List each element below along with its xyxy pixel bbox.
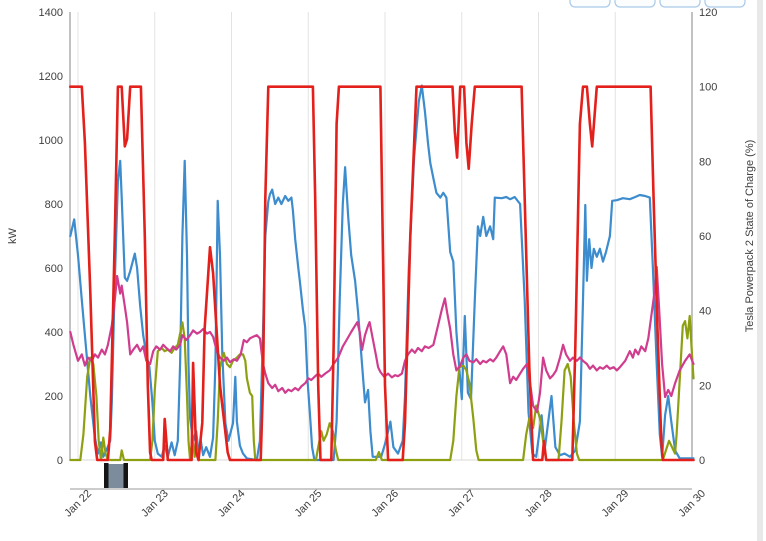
x-tick-label: Jan 28 (523, 488, 555, 520)
left-tick-label: 600 (45, 263, 63, 275)
navigator-slider-right-handle[interactable] (123, 463, 129, 488)
toolbar-partial-buttons[interactable] (569, 0, 746, 8)
page-scrollbar[interactable] (757, 0, 763, 541)
x-tick-label: Jan 26 (369, 488, 401, 520)
x-tick-label: Jan 22 (62, 488, 94, 520)
series-red-state-of-charge (69, 85, 695, 462)
left-tick-label: 1400 (39, 7, 63, 19)
navigator-slider-left-handle[interactable] (104, 463, 109, 488)
left-axis-tick-labels: 0 200 400 600 800 1000 1200 1400 (39, 7, 63, 467)
x-tick-label: Jan 30 (676, 488, 708, 520)
right-tick-label: 120 (699, 7, 717, 19)
x-tick-label: Jan 29 (600, 488, 632, 520)
right-tick-label: 40 (699, 306, 711, 318)
toolbar-button-4[interactable] (704, 0, 746, 8)
series-magenta-kw (69, 265, 695, 414)
x-tick-label: Jan 24 (216, 488, 248, 520)
left-tick-label: 800 (45, 199, 63, 211)
navigator (70, 463, 692, 490)
right-tick-label: 20 (699, 380, 711, 392)
toolbar-button-3[interactable] (659, 0, 701, 8)
toolbar-button-1[interactable] (569, 0, 611, 8)
right-axis-title: Tesla Powerpack 2 State of Charge (%) (744, 140, 756, 333)
left-tick-label: 400 (45, 327, 63, 339)
left-tick-label: 1200 (39, 71, 63, 83)
series-lines (69, 84, 695, 462)
right-tick-label: 80 (699, 156, 711, 168)
right-tick-label: 100 (699, 82, 717, 94)
left-axis-title: kW (7, 227, 19, 244)
left-tick-label: 200 (45, 391, 63, 403)
x-tick-label: Jan 23 (139, 488, 171, 520)
x-tick-label: Jan 25 (293, 488, 325, 520)
navigator-slider[interactable] (104, 463, 128, 488)
toolbar-button-2[interactable] (614, 0, 656, 8)
x-tick-label: Jan 27 (446, 488, 478, 520)
right-tick-label: 60 (699, 231, 711, 243)
right-axis-tick-labels: 0 20 40 60 80 100 120 (699, 7, 717, 467)
x-axis-date-labels: Jan 22 Jan 23 Jan 24 Jan 25 Jan 26 Jan 27 Jan … (62, 488, 708, 520)
left-tick-label: 0 (57, 455, 63, 467)
right-tick-label: 0 (699, 455, 705, 467)
left-tick-label: 1000 (39, 135, 63, 147)
navigator-slider-body[interactable] (108, 464, 124, 488)
